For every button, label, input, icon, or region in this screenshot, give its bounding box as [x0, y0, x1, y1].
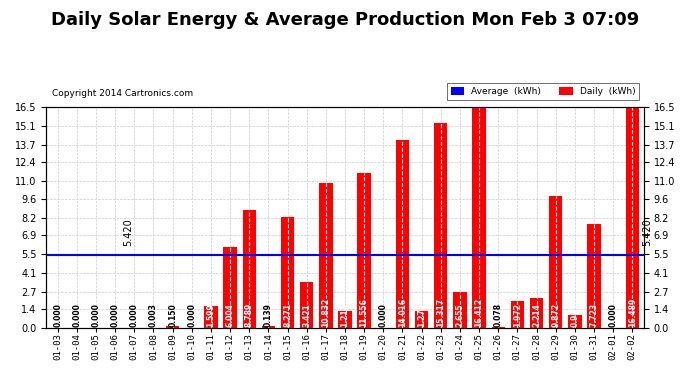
- Bar: [338, 311, 352, 328]
- Bar: [281, 217, 294, 328]
- Text: 0.000: 0.000: [53, 303, 62, 327]
- Text: 11.556: 11.556: [359, 298, 368, 327]
- Text: Copyright 2014 Cartronics.com: Copyright 2014 Cartronics.com: [52, 90, 193, 99]
- Text: 0.943: 0.943: [571, 303, 580, 327]
- Bar: [262, 326, 275, 328]
- Text: 2.214: 2.214: [532, 303, 541, 327]
- Bar: [357, 173, 371, 328]
- Text: 2.655: 2.655: [455, 303, 464, 327]
- Text: 14.016: 14.016: [398, 298, 407, 327]
- Bar: [626, 107, 639, 328]
- Text: 0.000: 0.000: [72, 303, 81, 327]
- Bar: [415, 310, 428, 328]
- Bar: [587, 225, 601, 328]
- Text: 0.000: 0.000: [379, 303, 388, 327]
- Text: 16.412: 16.412: [475, 298, 484, 327]
- Text: 1.972: 1.972: [513, 303, 522, 327]
- Text: 0.000: 0.000: [110, 303, 119, 327]
- Bar: [319, 183, 333, 328]
- Text: 0.003: 0.003: [149, 303, 158, 327]
- Text: 10.832: 10.832: [322, 298, 331, 327]
- Bar: [204, 306, 217, 328]
- Text: 9.872: 9.872: [551, 303, 560, 327]
- Text: 5.420: 5.420: [124, 218, 134, 246]
- Bar: [530, 298, 543, 328]
- Text: 8.789: 8.789: [245, 303, 254, 327]
- Text: 0.000: 0.000: [92, 303, 101, 327]
- Bar: [453, 292, 466, 328]
- Text: 5.420: 5.420: [642, 218, 653, 246]
- Bar: [300, 282, 313, 328]
- Text: 1.272: 1.272: [417, 303, 426, 327]
- Bar: [568, 315, 582, 328]
- Bar: [491, 327, 505, 328]
- Bar: [396, 141, 409, 328]
- Text: 16.489: 16.489: [628, 298, 637, 327]
- Text: 7.723: 7.723: [589, 303, 598, 327]
- Text: 0.000: 0.000: [130, 303, 139, 327]
- Text: Daily Solar Energy & Average Production Mon Feb 3 07:09: Daily Solar Energy & Average Production …: [51, 11, 639, 29]
- Bar: [473, 108, 486, 328]
- Text: 0.150: 0.150: [168, 303, 177, 327]
- Text: 0.139: 0.139: [264, 303, 273, 327]
- Bar: [242, 210, 256, 328]
- Text: 0.000: 0.000: [187, 303, 196, 327]
- Text: 8.271: 8.271: [283, 303, 292, 327]
- Text: 0.000: 0.000: [609, 303, 618, 327]
- Text: 3.421: 3.421: [302, 303, 311, 327]
- Text: 1.599: 1.599: [206, 303, 215, 327]
- Bar: [166, 326, 179, 328]
- Text: 0.078: 0.078: [494, 303, 503, 327]
- Bar: [549, 196, 562, 328]
- Text: 6.004: 6.004: [226, 303, 235, 327]
- Bar: [224, 248, 237, 328]
- Legend: Average  (kWh), Daily  (kWh): Average (kWh), Daily (kWh): [447, 83, 639, 99]
- Bar: [511, 301, 524, 328]
- Bar: [434, 123, 448, 328]
- Text: 1.214: 1.214: [340, 303, 350, 327]
- Text: 15.317: 15.317: [436, 298, 445, 327]
